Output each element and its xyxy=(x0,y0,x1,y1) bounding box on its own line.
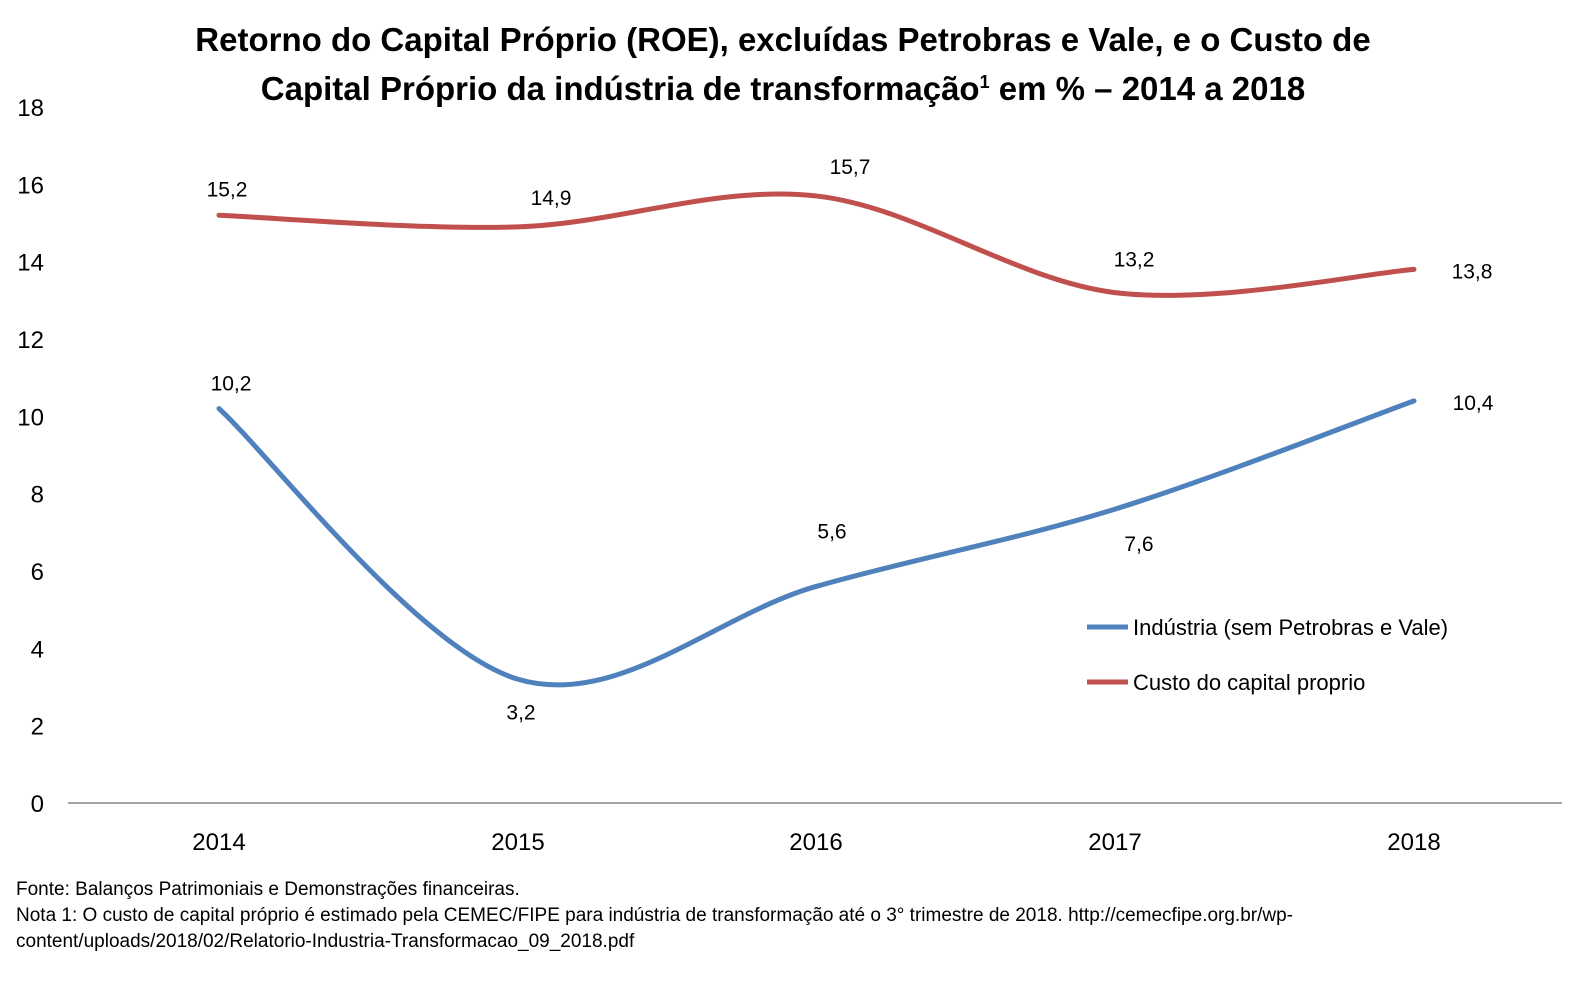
y-tick-label: 8 xyxy=(31,482,44,509)
data-label: 3,2 xyxy=(506,701,535,724)
data-label: 10,2 xyxy=(211,373,252,396)
chart-title-line-2-end: em % – 2014 a 2018 xyxy=(989,70,1306,107)
x-tick-label: 2018 xyxy=(1387,829,1440,856)
x-tick-label: 2017 xyxy=(1088,829,1141,856)
data-label: 13,2 xyxy=(1114,249,1155,272)
x-tick-label: 2014 xyxy=(192,829,245,856)
data-label: 10,4 xyxy=(1453,392,1494,415)
series-line xyxy=(216,398,1417,688)
x-tick-label: 2015 xyxy=(491,829,544,856)
series-line xyxy=(216,191,1417,298)
y-tick-label: 6 xyxy=(31,559,44,586)
data-label: 14,9 xyxy=(531,187,572,210)
footnote-1-line-1: Nota 1: O custo de capital próprio é est… xyxy=(16,905,1293,926)
y-tick-label: 2 xyxy=(31,714,44,741)
y-tick-label: 12 xyxy=(17,327,44,354)
footnote-1-line-2: content/uploads/2018/02/Relatorio-Indust… xyxy=(16,931,635,952)
legend-label: Indústria (sem Petrobras e Vale) xyxy=(1133,615,1448,640)
legend: Indústria (sem Petrobras e Vale) Custo do… xyxy=(1087,615,1448,695)
data-label: 7,6 xyxy=(1124,533,1153,556)
data-label: 13,8 xyxy=(1452,260,1493,283)
source-note: Fonte: Balanços Patrimoniais e Demonstra… xyxy=(16,879,520,900)
data-label: 5,6 xyxy=(817,520,846,543)
chart-title-line-2: Capital Próprio da indústria de transfor… xyxy=(0,61,1566,110)
legend-label: Custo do capital proprio xyxy=(1133,670,1365,695)
chart-title-footnote-mark: 1 xyxy=(979,72,990,92)
data-label: 15,7 xyxy=(830,156,871,179)
data-label: 15,2 xyxy=(207,178,248,201)
data-labels: 10,2 3,2 5,6 7,6 10,4 15,2 14,9 15,7 13,2 13,8 xyxy=(207,156,1494,724)
line-chart: 0 2 4 6 8 10 12 14 16 18 2014 2015 2016 2017 2018 10,… xyxy=(17,95,1562,856)
y-tick-label: 10 xyxy=(17,404,44,431)
chart-title-line-2-text: Capital Próprio da indústria de transfor… xyxy=(260,70,980,107)
y-tick-label: 0 xyxy=(31,791,44,818)
y-tick-label: 4 xyxy=(31,636,44,663)
y-tick-label: 16 xyxy=(17,172,44,199)
chart-notes: Fonte: Balanços Patrimoniais e Demonstra… xyxy=(16,877,1566,955)
y-axis-ticks: 0 2 4 6 8 10 12 14 16 18 xyxy=(17,95,44,818)
y-tick-label: 14 xyxy=(17,250,44,277)
chart-title: Retorno do Capital Próprio (ROE), excluí… xyxy=(0,18,1566,110)
series-lines xyxy=(216,191,1417,688)
y-tick-label: 18 xyxy=(17,95,44,122)
x-tick-label: 2016 xyxy=(789,829,842,856)
x-axis-ticks: 2014 2015 2016 2017 2018 xyxy=(192,829,1440,856)
chart-title-line-1: Retorno do Capital Próprio (ROE), excluí… xyxy=(195,21,1371,58)
